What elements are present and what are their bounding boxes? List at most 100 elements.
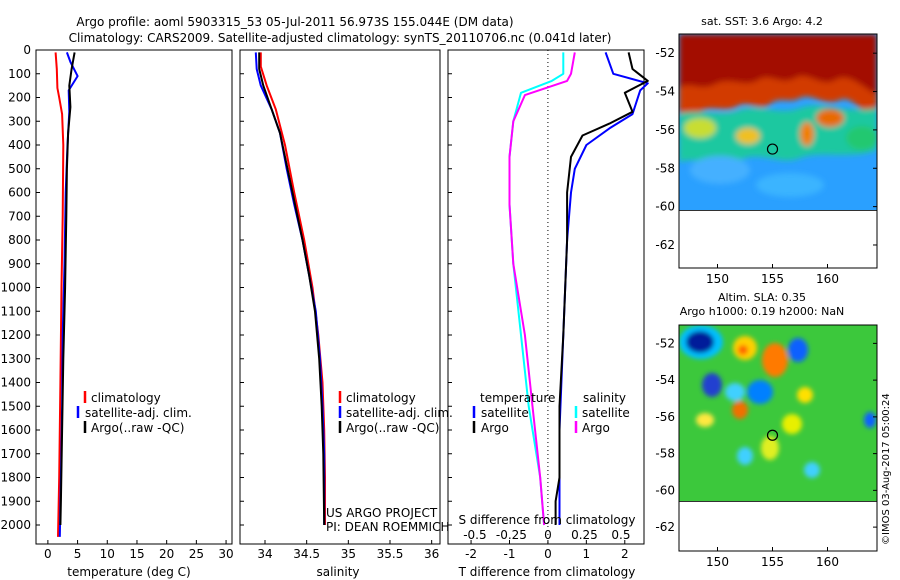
series-line-satellite-adj-clim- <box>254 52 326 525</box>
sla-field <box>679 325 877 551</box>
series-line-t-argo <box>554 52 649 525</box>
difference-lines <box>508 52 649 526</box>
temperature-legend: climatology satellite-adj. clim. Argo(..… <box>76 391 192 435</box>
x-tick-label: 35.5 <box>377 547 404 561</box>
legend-s-satellite: satellite <box>582 406 630 420</box>
sst-patch-7 <box>756 173 824 197</box>
salinity-x-ticks: 34 34.5 35 35.5 36 <box>240 49 439 561</box>
salinity-xlabel: salinity <box>316 565 359 579</box>
lat-tick-label: -52 <box>655 46 675 60</box>
s-diff-xlabel: S difference from climatology <box>459 513 636 527</box>
lon-tick-label: 155 <box>761 555 784 569</box>
lat-tick-label: -58 <box>655 447 675 461</box>
sla-high-4 <box>732 401 748 419</box>
sst-patch-5 <box>846 126 877 150</box>
x-tick-label: 35 <box>341 547 356 561</box>
sst-patch-6 <box>690 156 750 184</box>
title-line-1: Argo profile: aoml 5903315_53 05-Jul-201… <box>76 15 513 29</box>
lat-tick-label: -62 <box>655 238 675 252</box>
s-diff-tick-label: 0.5 <box>611 528 630 542</box>
difference-x-ticks: -2 -1 0 1 2 <box>448 49 629 561</box>
s-diff-tick-label: 0 <box>544 528 552 542</box>
depth-tick-label: 1300 <box>0 352 31 366</box>
lat-tick-label: -62 <box>655 520 675 534</box>
x-tick-label: 5 <box>74 547 82 561</box>
x-tick-label: 34 <box>257 547 272 561</box>
sla-low-3 <box>702 373 722 397</box>
x-tick-label: 2 <box>621 547 629 561</box>
lon-tick-label: 150 <box>706 555 729 569</box>
sst-map-frame <box>678 33 878 269</box>
depth-tick-label: 1000 <box>0 281 31 295</box>
sla-low-5 <box>747 380 773 404</box>
argo-float-marker <box>766 429 779 441</box>
salinity-legend: climatology satellite-adj. clim. Argo(..… <box>338 391 453 435</box>
depth-tick-label: 1500 <box>0 399 31 413</box>
depth-tick-label: 1800 <box>0 471 31 485</box>
legend-satellite: satellite-adj. clim. <box>346 406 453 420</box>
lat-tick-label: -60 <box>655 200 675 214</box>
sst-map-ticks: -52 -54 -56 -58 -60 -62 150 155 160 <box>655 46 877 286</box>
sla-high-2 <box>762 343 788 377</box>
lat-tick-label: -60 <box>655 483 675 497</box>
sla-high-6 <box>782 414 802 434</box>
depth-tick-label: 400 <box>8 138 31 152</box>
sla-high-5 <box>696 413 714 427</box>
sla-map-title-2: Argo h1000: 0.19 h2000: NaN <box>680 305 845 318</box>
difference-axes-frame <box>447 49 645 545</box>
lat-tick-label: -52 <box>655 336 675 350</box>
lon-tick-label: 150 <box>706 272 729 286</box>
depth-tick-label: 0 <box>23 43 31 57</box>
depth-tick-label: 700 <box>8 209 31 223</box>
sla-map-title-1: Altim. SLA: 0.35 <box>718 291 806 304</box>
imos-stamp: ©IMOS 03-Aug-2017 05:00:24 <box>881 393 892 545</box>
sla-low-4 <box>725 383 745 401</box>
sla-low-8 <box>864 412 876 428</box>
legend-argo: Argo(..raw -QC) <box>91 421 184 435</box>
series-line-argo-raw-qc- <box>258 52 326 526</box>
sst-patch-2 <box>736 128 760 144</box>
sla-no-data <box>679 501 877 551</box>
argo-float-marker <box>766 143 779 155</box>
difference-legend: temperature salinity satellite Argo sate… <box>472 391 630 435</box>
depth-tick-label: 100 <box>8 67 31 81</box>
x-tick-label: 15 <box>129 547 144 561</box>
x-tick-label: 30 <box>218 547 233 561</box>
sla-data-edge <box>679 501 877 502</box>
project-annotation-1: US ARGO PROJECT <box>326 506 438 520</box>
depth-tick-label: 1700 <box>0 447 31 461</box>
x-tick-label: 0 <box>544 547 552 561</box>
sst-map-title: sat. SST: 3.6 Argo: 4.2 <box>701 15 823 28</box>
sst-patch-3 <box>800 122 814 146</box>
lat-tick-label: -56 <box>655 123 675 137</box>
depth-tick-label: 1400 <box>0 376 31 390</box>
series-line-s-argo <box>508 52 576 526</box>
depth-tick-label: 900 <box>8 257 31 271</box>
legend-t-argo: Argo <box>481 421 509 435</box>
s-diff-tick-label: -0.5 <box>463 528 486 542</box>
lon-tick-label: 155 <box>761 272 784 286</box>
t-diff-xlabel: T difference from climatology <box>458 565 636 579</box>
sla-map-ticks: -52 -54 -56 -58 -60 -62 150 155 160 <box>655 336 877 569</box>
x-tick-label: 1 <box>583 547 591 561</box>
legend-argo: Argo(..raw -QC) <box>346 421 439 435</box>
depth-tick-label: 1600 <box>0 423 31 437</box>
depth-tick-label: 200 <box>8 91 31 105</box>
sla-map: Altim. SLA: 0.35 Argo h1000: 0.19 h2000:… <box>655 291 878 569</box>
series-line-climatology <box>54 52 65 537</box>
temperature-x-ticks: 0 5 10 15 20 25 30 <box>36 49 234 561</box>
sla-low-6 <box>737 447 753 465</box>
series-line-t-satellite <box>558 52 649 525</box>
sla-low-2 <box>788 338 808 362</box>
sst-patch-4 <box>816 109 844 127</box>
project-annotation-2: PI: DEAN ROEMMICH <box>326 520 449 534</box>
sla-strong-low <box>686 331 714 353</box>
legend-satellite: satellite-adj. clim. <box>85 406 192 420</box>
x-tick-label: 20 <box>159 547 174 561</box>
x-tick-label: 25 <box>189 547 204 561</box>
sst-warmest-band <box>679 34 877 95</box>
lat-tick-label: -56 <box>655 410 675 424</box>
salinity-axes-frame <box>239 49 441 545</box>
temperature-panel: 0 5 10 15 20 25 30 temperature (deg C) climato… <box>35 49 234 579</box>
